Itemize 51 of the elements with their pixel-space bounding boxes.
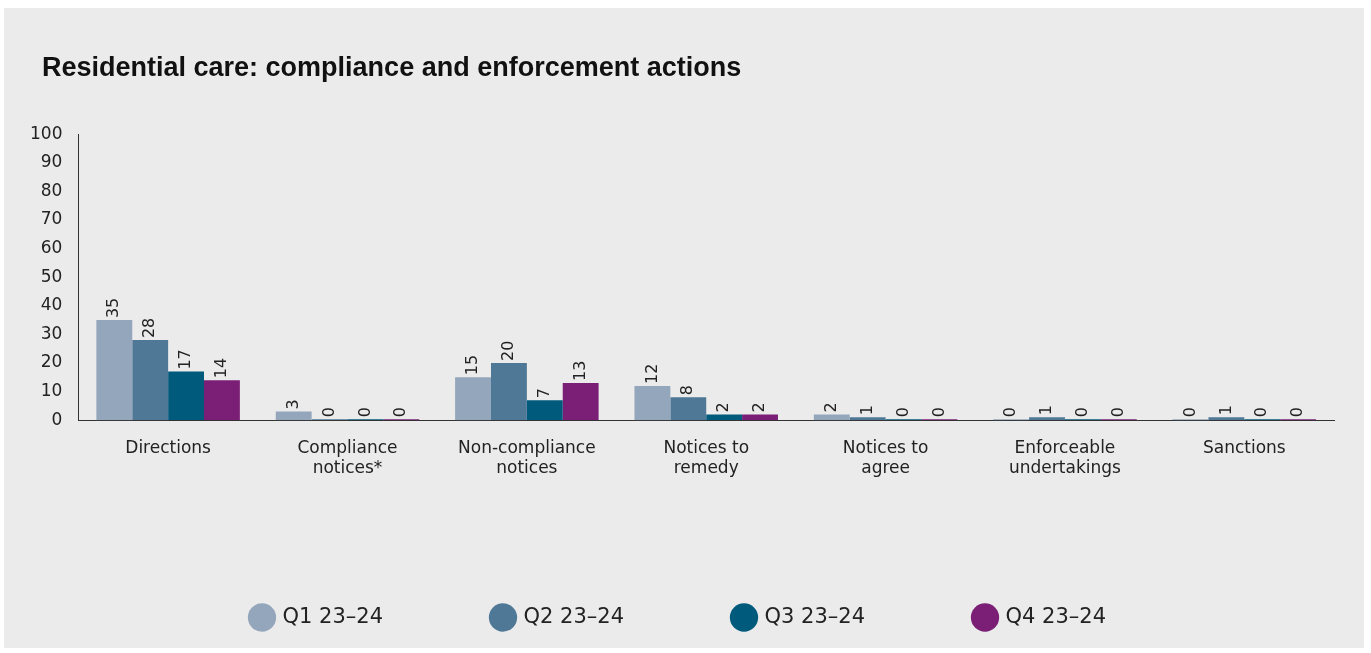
y-tick-label: 10 — [40, 380, 63, 401]
chart-title: Residential care: compliance and enforcement actions — [42, 52, 742, 83]
data-label: 1 — [1036, 405, 1056, 416]
data-label: 0 — [1072, 407, 1092, 418]
data-label: 20 — [498, 340, 518, 361]
y-tick-label: 0 — [51, 408, 63, 429]
data-label: 0 — [1000, 407, 1020, 418]
x-tick-label: Non-compliance notices — [458, 436, 596, 478]
x-tick-label: Notices to remedy — [663, 436, 750, 478]
data-label: 0 — [1251, 407, 1271, 418]
data-label: 0 — [1179, 407, 1199, 418]
data-label: 2 — [749, 402, 769, 413]
x-tick-label: Directions — [125, 436, 212, 457]
legend-label: Q1 23–24 — [282, 603, 383, 628]
data-label: 0 — [928, 407, 948, 418]
data-label: 17 — [175, 349, 195, 370]
data-label: 15 — [462, 354, 482, 376]
data-label: 0 — [318, 407, 338, 418]
data-label: 12 — [641, 363, 661, 384]
data-label: 2 — [820, 402, 840, 413]
y-tick-label: 20 — [40, 351, 63, 372]
y-tick-label: 70 — [40, 208, 63, 229]
y-tick-label: 50 — [40, 265, 63, 286]
data-label: 1 — [1215, 405, 1235, 416]
data-label: 28 — [139, 317, 159, 339]
data-label: 35 — [103, 297, 123, 319]
data-label: 0 — [892, 407, 912, 418]
data-label: 8 — [677, 385, 697, 396]
data-label: 3 — [282, 399, 302, 410]
y-tick-label: 90 — [40, 151, 63, 172]
x-tick-label: Notices to agree — [842, 436, 929, 478]
y-tick-label: 60 — [40, 237, 63, 258]
data-label: 0 — [390, 407, 410, 418]
data-label: 0 — [1287, 407, 1307, 418]
data-label: 1 — [856, 405, 876, 416]
data-label: 2 — [713, 402, 733, 413]
y-tick-label: 100 — [29, 122, 63, 143]
data-label: 0 — [1107, 407, 1127, 418]
x-tick-label: Sanctions — [1202, 436, 1286, 457]
y-tick-label: 30 — [40, 322, 63, 343]
y-tick-label: 80 — [40, 179, 63, 200]
legend-label: Q4 23–24 — [1005, 603, 1107, 628]
data-label: 14 — [211, 357, 231, 379]
data-label: 13 — [569, 360, 589, 382]
data-label: 7 — [533, 387, 553, 399]
x-tick-label: Enforceable undertakings — [1009, 436, 1122, 478]
legend-label: Q3 23–24 — [764, 603, 866, 628]
data-label: 0 — [354, 407, 374, 418]
y-tick-label: 40 — [40, 294, 63, 315]
legend-label: Q2 23–24 — [523, 603, 625, 628]
x-tick-label: Compliance notices* — [297, 436, 398, 478]
